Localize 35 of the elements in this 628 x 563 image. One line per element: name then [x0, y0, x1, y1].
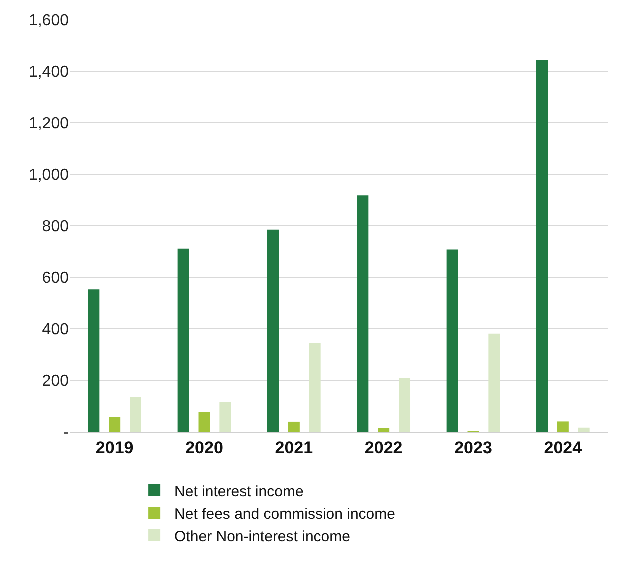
bar: [446, 250, 458, 432]
bar: [288, 422, 300, 432]
bar: [488, 334, 500, 432]
bar: [378, 428, 390, 432]
y-tick-label: 1,000: [28, 167, 70, 184]
legend-label: Net interest income: [174, 483, 304, 500]
y-tick-label: 200: [42, 373, 70, 390]
y-tick-label: 1,600: [28, 12, 70, 30]
bar: [220, 402, 232, 432]
y-tick-label: 1,200: [28, 116, 70, 133]
legend-label: Other Non-interest income: [174, 528, 350, 546]
bar: [267, 230, 279, 432]
x-tick-label: 2019: [96, 438, 134, 458]
bar: [109, 417, 121, 432]
x-tick-label: 2022: [364, 438, 403, 458]
legend-label: Net fees and commission income: [174, 506, 396, 523]
bar: [536, 60, 548, 432]
bar: [557, 422, 569, 432]
bar: [399, 378, 411, 432]
bar: [578, 428, 590, 432]
bar: [309, 343, 321, 432]
y-tick-label: 400: [42, 322, 70, 339]
bar: [198, 412, 210, 432]
y-tick-label: 600: [42, 270, 70, 288]
y-tick-label: 800: [42, 218, 70, 236]
y-tick-label: -: [64, 424, 69, 442]
bar: [88, 290, 100, 432]
x-tick-label: 2020: [186, 438, 224, 458]
x-tick-label: 2023: [454, 438, 492, 458]
x-tick-label: 2021: [275, 438, 314, 458]
y-tick-label: 1,400: [28, 64, 70, 82]
x-tick-label: 2024: [544, 438, 583, 458]
bar: [130, 397, 142, 432]
bar: [178, 248, 190, 432]
bar: [357, 196, 369, 432]
